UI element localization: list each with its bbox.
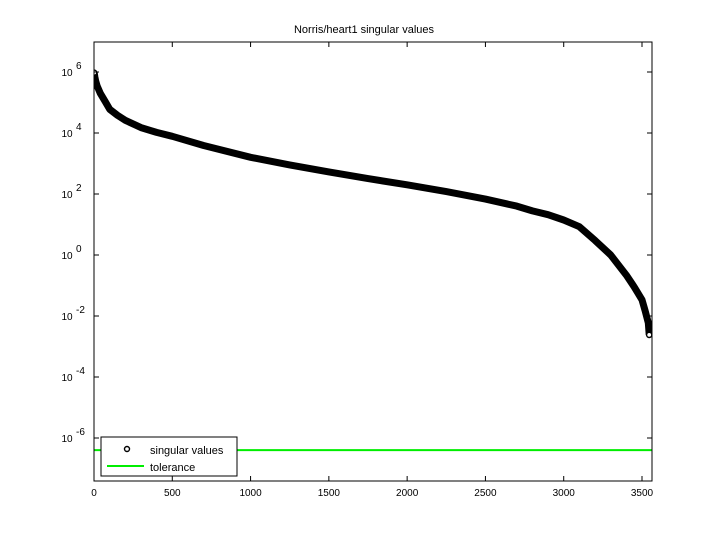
y-tick-label: 10 [61,129,73,140]
y-tick-exponent: 4 [76,122,82,133]
x-tick-label: 1500 [318,488,341,499]
singular-values-series [94,72,652,336]
axes: 0 500 1000 1500 2000 2500 3000 3500106104102100… [61,41,654,499]
x-tick-label: 2000 [396,488,419,499]
y-tick-label: 10 [61,68,73,79]
legend-box [100,436,238,477]
x-tick-label: 3500 [631,488,654,499]
plot-area [94,69,652,452]
y-tick-exponent: -4 [76,366,85,377]
legend-label-tolerance: tolerance [150,462,195,474]
x-tick-label: 500 [164,488,181,499]
x-tick-label: 2500 [474,488,497,499]
y-tick-exponent: -2 [76,305,85,316]
y-tick-exponent: 6 [76,61,82,72]
y-tick-label: 10 [61,190,73,201]
x-tick-label: 0 [91,488,97,499]
x-tick-label: 1000 [239,488,262,499]
legend: singular values tolerance [100,436,238,477]
chart-title: Norris/heart1 singular values [294,24,435,36]
y-tick-exponent: 2 [76,183,82,194]
y-tick-exponent: 0 [76,244,82,255]
legend-label-singular-values: singular values [150,445,224,457]
axes-box [93,41,653,482]
x-tick-label: 3000 [553,488,576,499]
legend-marker-circle-icon [123,445,131,453]
y-tick-label: 10 [61,251,73,262]
y-tick-label: 10 [61,434,73,445]
y-tick-label: 10 [61,373,73,384]
data-marker [645,331,652,339]
y-tick-exponent: -6 [76,427,85,438]
y-tick-label: 10 [61,312,73,323]
